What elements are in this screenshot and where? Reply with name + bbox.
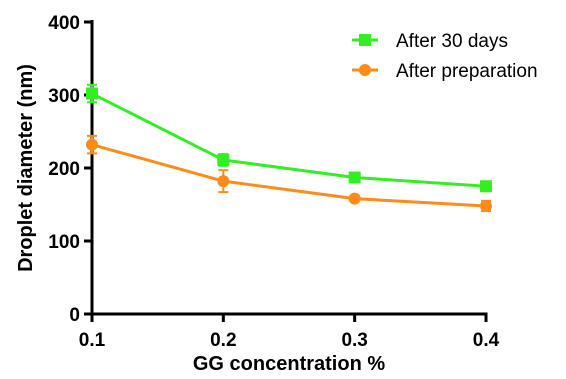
y-tick-label: 400 [48,13,80,34]
series-after-preparation [86,134,492,213]
data-point [217,153,230,166]
y-axis-title: Droplet diameter (nm) [15,64,37,272]
legend-label: After preparation [396,61,538,82]
data-point [348,171,361,184]
legend-marker [359,34,371,46]
series-line [91,143,487,208]
y-tick-label: 200 [48,159,80,180]
y-tick-label: 0 [69,305,80,326]
data-point [86,138,98,151]
legend-label: After 30 days [396,31,508,52]
series-after-30-days [86,83,492,193]
legend-marker [359,64,371,76]
data-point [348,192,361,205]
y-tick-label: 100 [48,232,80,253]
data-point [480,199,492,212]
x-tick-label: 0.2 [210,330,236,351]
x-tick-label: 0.1 [79,330,106,351]
x-tick-label: 0.3 [341,330,367,351]
y-tick-label: 300 [48,86,80,107]
axes: 0 100 200 300 400 0.1 0.2 0.3 0.4 [48,13,499,351]
series-layer [86,83,492,213]
data-point [480,180,492,193]
data-point [86,87,98,100]
x-axis-title: GG concentration % [193,353,385,375]
data-point [217,175,230,188]
x-tick-label: 0.4 [473,330,500,351]
legend: After 30 days After preparation [352,31,538,82]
series-line [91,92,487,188]
